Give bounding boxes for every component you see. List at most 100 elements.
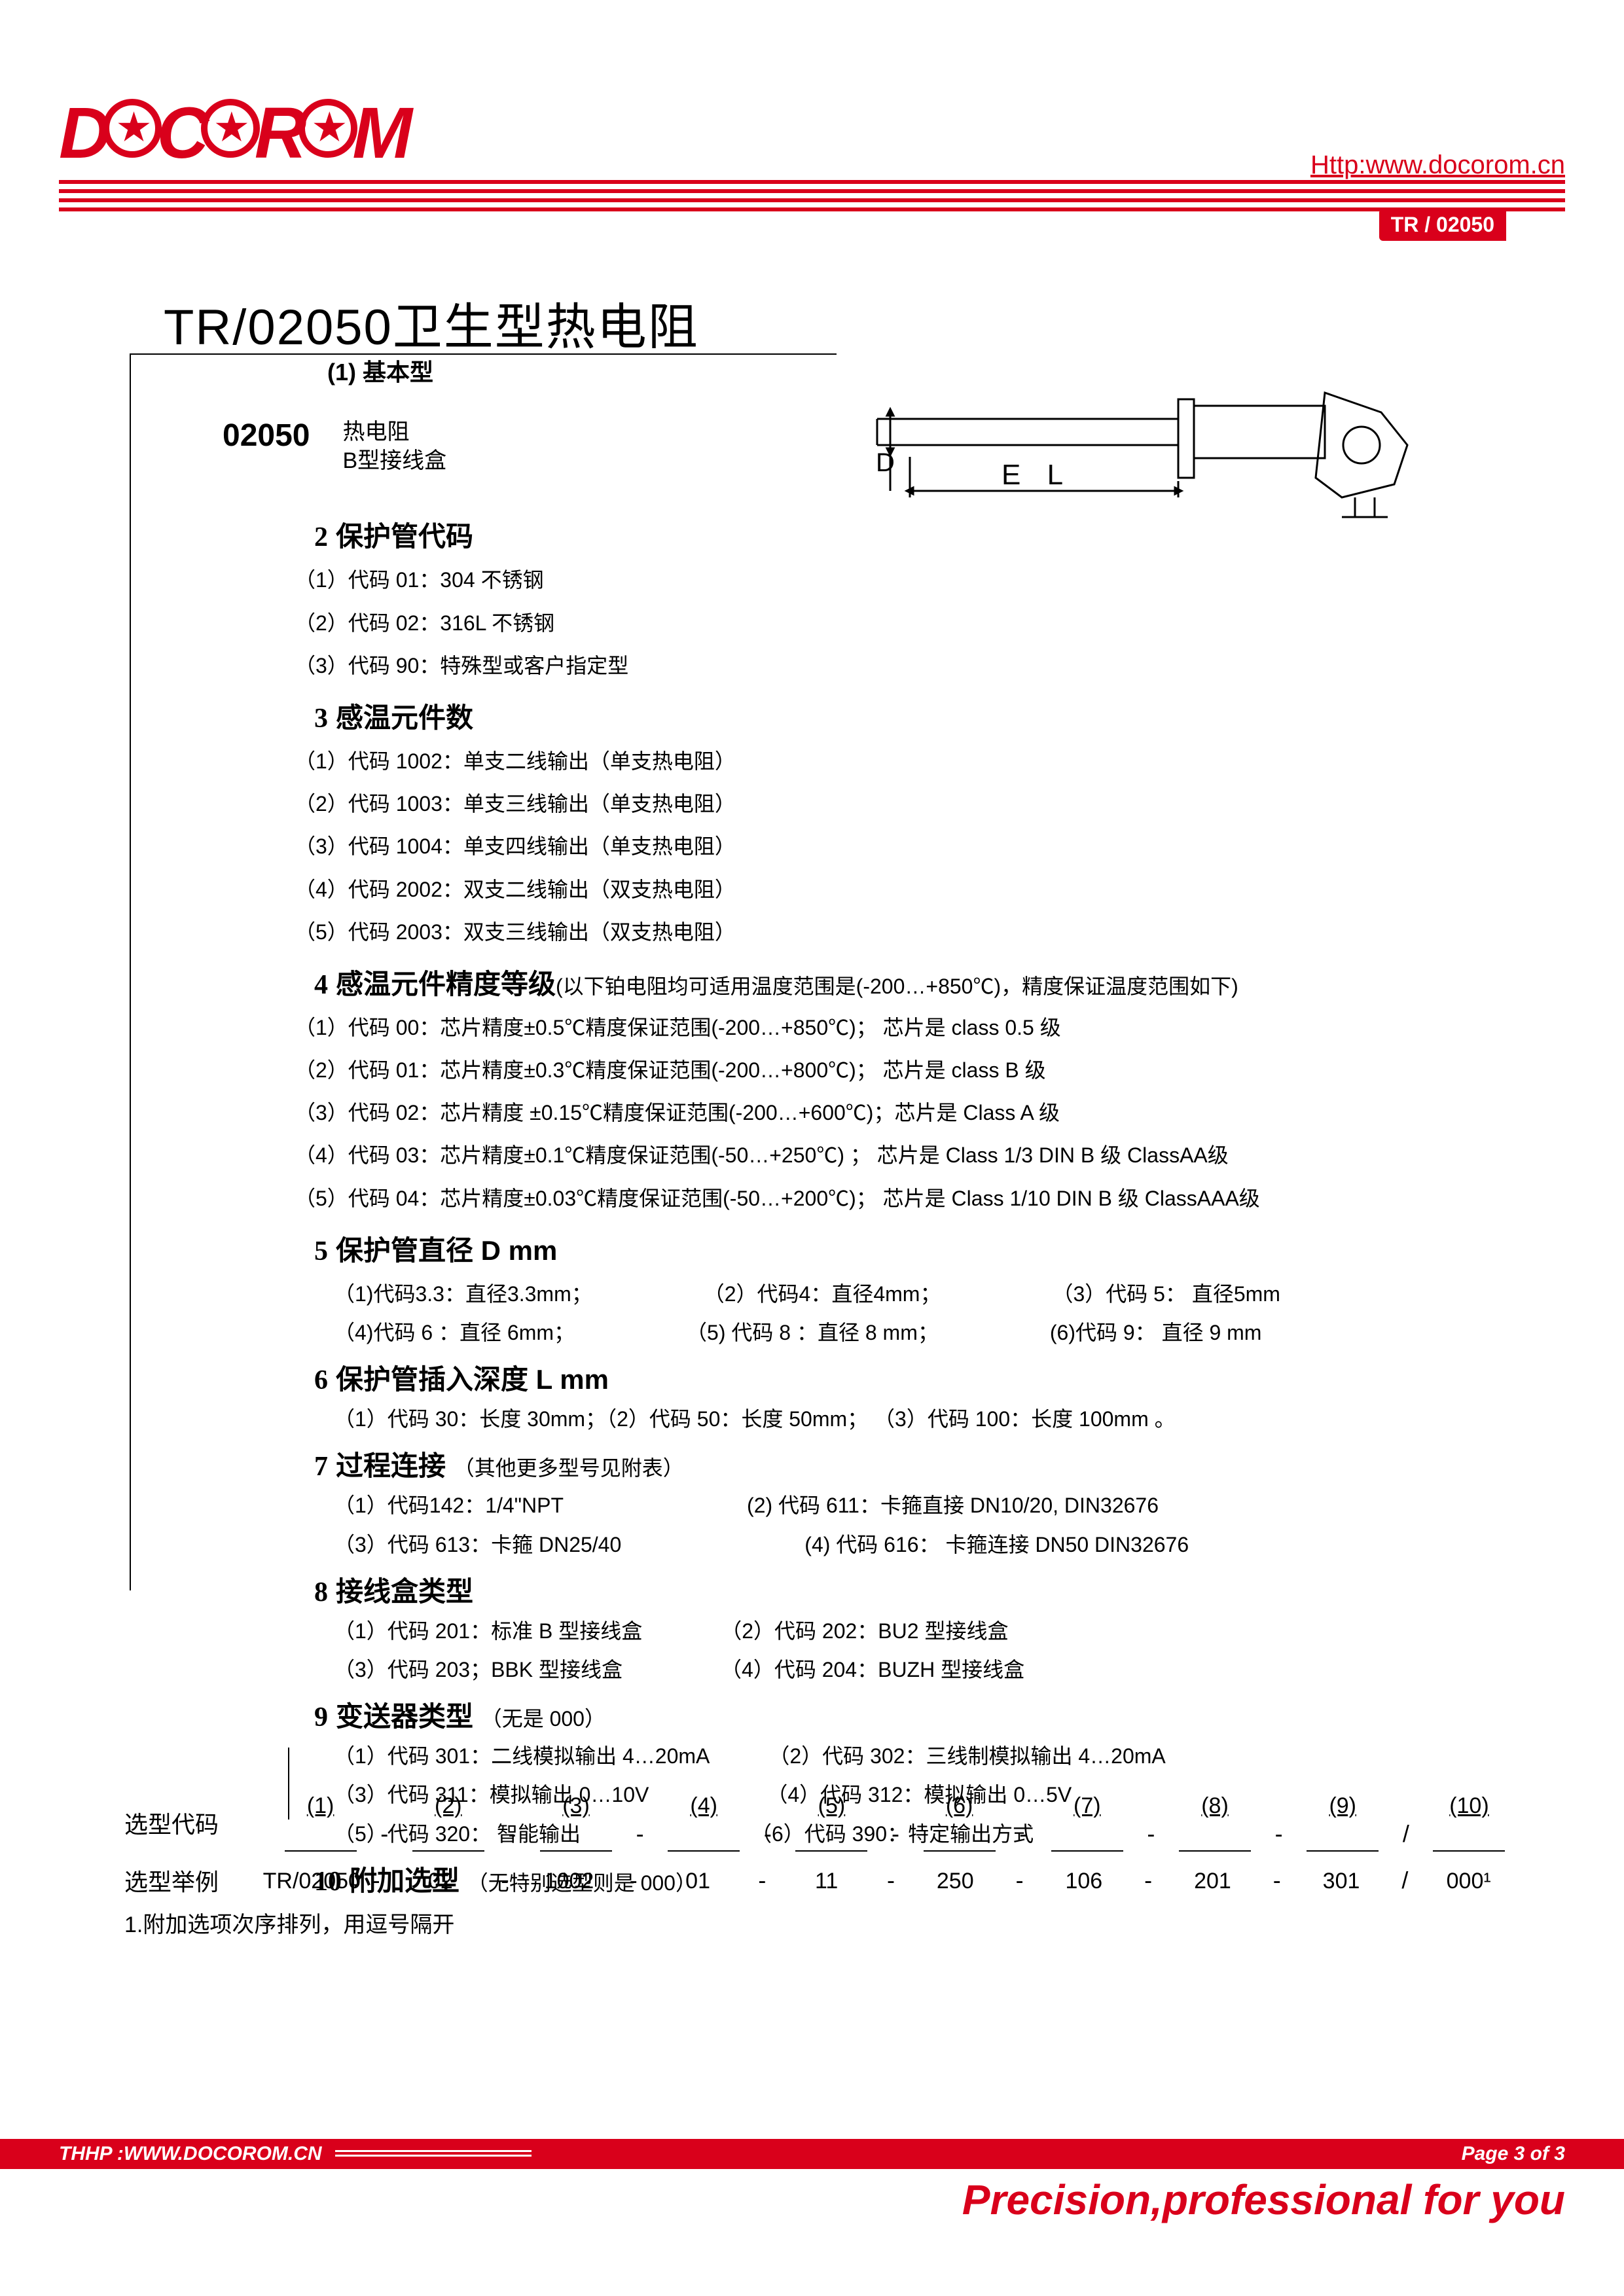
- s3-item: （2）代码 1003：单支三线输出（单支热电阻）: [295, 787, 1512, 821]
- content: (1) 基本型 02050 热电阻 B型接线盒: [137, 353, 1512, 1899]
- s2-item: （3）代码 90：特殊型或客户指定型: [295, 649, 1512, 683]
- sel-ex-seg: -: [1140, 1867, 1156, 1894]
- s4-item: （4）代码 03：芯片精度±0.1℃精度保证范围(-50…+250℃) ； 芯片…: [295, 1139, 1512, 1172]
- s4-item: （2）代码 01：芯片精度±0.3℃精度保证范围(-200…+800℃)； 芯片…: [295, 1054, 1512, 1087]
- header-url: Http:www.docorom.cn: [1310, 151, 1565, 180]
- selection-row-example: 选型举例 TR/02050-02-1002-01-11-250-106-201-…: [124, 1863, 1525, 1897]
- sel-col-box: [668, 1823, 740, 1852]
- s3-item: （1）代码 1002：单支二线输出（单支热电阻）: [295, 745, 1512, 778]
- sel-col: (2): [392, 1793, 504, 1852]
- footer-left: THHP :WWW.DOCOROM.CN: [59, 2143, 532, 2165]
- footer-page: Page 3 of 3: [1462, 2143, 1565, 2165]
- footer-bar: THHP :WWW.DOCOROM.CN Page 3 of 3: [0, 2139, 1624, 2169]
- sel-col-num: (3): [562, 1793, 590, 1819]
- sel-col-num: (4): [690, 1793, 717, 1819]
- sel-ex-seg: 201: [1156, 1869, 1269, 1894]
- s7-title: 7过程连接 （其他更多型号见附表）: [314, 1444, 1512, 1484]
- sel-ex-seg: /: [1398, 1867, 1412, 1894]
- sensor-diagram: D E L: [871, 386, 1414, 530]
- sel-col: (3): [520, 1793, 632, 1852]
- sel-label-ex: 选型举例: [124, 1863, 255, 1897]
- sel-ex-seg: -: [1269, 1867, 1285, 1894]
- sel-col-box: [1433, 1823, 1505, 1852]
- star-icon: [103, 99, 162, 158]
- code-desc-2: B型接线盒: [342, 446, 446, 475]
- sel-ex-seg: -: [497, 1867, 513, 1894]
- sel-col-num: (7): [1074, 1793, 1101, 1819]
- s5-row: （1)代码3.3：直径3.3mm；（2）代码4：直径4mm；（3）代码 5： 直…: [334, 1278, 1512, 1311]
- section-7: 7过程连接 （其他更多型号见附表） （1）代码142：1/4"NPT(2) 代码…: [137, 1444, 1512, 1561]
- section-8: 8接线盒类型 （1）代码 201：标准 B 型接线盒（2）代码 202：BU2 …: [137, 1570, 1512, 1687]
- selection-area: 选型代码 (1)-(2)-(3)-(4)-(5)-(6)-(7)-(8)-(9)…: [124, 1793, 1525, 1939]
- s7-row: （3）代码 613：卡箍 DN25/40(4) 代码 616： 卡箍连接 DN5…: [334, 1528, 1512, 1562]
- s6-title: 6保护管插入深度 L mm: [314, 1357, 1512, 1397]
- logo: DCRM: [59, 92, 410, 175]
- sel-col-box: [795, 1823, 867, 1852]
- s8-row: （1）代码 201：标准 B 型接线盒（2）代码 202：BU2 型接线盒: [334, 1615, 1512, 1648]
- s3-item: （3）代码 1004：单支四线输出（单支热电阻）: [295, 830, 1512, 863]
- sel-col: (5): [776, 1793, 888, 1852]
- code-02050: 02050: [223, 418, 310, 454]
- s9-title: 9变送器类型 （无是 000）: [314, 1695, 1512, 1734]
- code-desc-1: 热电阻: [342, 418, 446, 446]
- section-2: 2保护管代码 （1）代码 01：304 不锈钢 （2）代码 02：316L 不锈…: [137, 514, 1512, 683]
- s9-row: （1）代码 301：二线模拟输出 4…20mA（2）代码 302：三线制模拟输出…: [334, 1740, 1512, 1773]
- star-icon: [298, 99, 357, 158]
- sel-col: (10): [1413, 1793, 1525, 1852]
- dim-el: E L: [1001, 459, 1072, 491]
- s8-row: （3）代码 203；BBK 型接线盒（4）代码 204：BUZH 型接线盒: [334, 1653, 1512, 1687]
- page-title: TR/02050卫生型热电阻: [164, 287, 1565, 359]
- sel-ex-seg: TR/02050: [255, 1869, 369, 1894]
- sel-ex-seg: -: [1012, 1867, 1028, 1894]
- s3-item: （5）代码 2003：双支三线输出（双支热电阻）: [295, 916, 1512, 949]
- sel-col-num: (5): [818, 1793, 846, 1819]
- s6-row: （1）代码 30：长度 30mm；（2）代码 50：长度 50mm； （3）代码…: [334, 1403, 1512, 1436]
- s2-item: （2）代码 02：316L 不锈钢: [295, 607, 1512, 640]
- header: DCRM Http:www.docorom.cn TR / 02050 TR/0…: [0, 0, 1624, 359]
- selection-ex-grid: TR/02050-02-1002-01-11-250-106-201-301/0…: [255, 1867, 1525, 1894]
- section-4: 4感温元件精度等级(以下铂电阻均可适用温度范围是(-200…+850℃)，精度保…: [137, 962, 1512, 1215]
- bracket-line: [130, 353, 131, 1590]
- selection-grid: (1)-(2)-(3)-(4)-(5)-(6)-(7)-(8)-(9)/(10): [264, 1793, 1525, 1852]
- sel-ex-seg: 000¹: [1412, 1869, 1525, 1894]
- sel-col: (8): [1159, 1793, 1271, 1852]
- s4-item: （3）代码 02：芯片精度 ±0.15℃精度保证范围(-200…+600℃)；芯…: [295, 1096, 1512, 1130]
- sel-ex-seg: 01: [641, 1869, 755, 1894]
- sel-col-box: [1179, 1823, 1251, 1852]
- sel-col-box: [412, 1823, 484, 1852]
- sel-dash: -: [888, 1820, 903, 1848]
- header-pill: TR / 02050: [1379, 209, 1506, 241]
- sel-ex-seg: 250: [899, 1869, 1012, 1894]
- s7-row: （1）代码142：1/4"NPT(2) 代码 611：卡箍直接 DN10/20,…: [334, 1489, 1512, 1522]
- sel-ex-seg: -: [369, 1867, 384, 1894]
- s2-item: （1）代码 01：304 不锈钢: [295, 564, 1512, 597]
- sel-col-box: [285, 1823, 357, 1852]
- sel-ex-seg: 02: [384, 1869, 497, 1894]
- sel-ex-seg: 106: [1028, 1869, 1141, 1894]
- sel-col-num: (10): [1449, 1793, 1489, 1819]
- selection-row-code: 选型代码 (1)-(2)-(3)-(4)-(5)-(6)-(7)-(8)-(9)…: [124, 1793, 1525, 1852]
- s4-title: 4感温元件精度等级(以下铂电阻均可适用温度范围是(-200…+850℃)，精度保…: [314, 962, 1512, 1002]
- sel-col: (6): [903, 1793, 1015, 1852]
- sel-ex-seg: -: [626, 1867, 641, 1894]
- sel-bracket-line: [288, 1748, 289, 1820]
- section-5: 5保护管直径 D mm （1)代码3.3：直径3.3mm；（2）代码4：直径4m…: [137, 1229, 1512, 1350]
- footer: THHP :WWW.DOCOROM.CN Page 3 of 3 Precisi…: [0, 2139, 1624, 2224]
- s3-title: 3感温元件数: [314, 696, 1512, 736]
- sel-ex-seg: -: [883, 1867, 899, 1894]
- sel-dash: -: [1015, 1820, 1031, 1848]
- sel-col-num: (6): [946, 1793, 973, 1819]
- footer-stripes: [335, 2150, 532, 2159]
- sel-ex-seg: 301: [1285, 1869, 1398, 1894]
- sel-col: (7): [1031, 1793, 1143, 1852]
- star-icon: [201, 99, 260, 158]
- sel-col: (9): [1287, 1793, 1399, 1852]
- s5-title: 5保护管直径 D mm: [314, 1229, 1512, 1268]
- sel-dash: /: [1399, 1820, 1413, 1848]
- code-desc: 热电阻 B型接线盒: [342, 418, 446, 475]
- section-6: 6保护管插入深度 L mm （1）代码 30：长度 30mm；（2）代码 50：…: [137, 1357, 1512, 1436]
- selection-note: 1.附加选项次序排列，用逗号隔开: [124, 1907, 1525, 1939]
- sel-ex-seg: 11: [770, 1869, 883, 1894]
- s5-row: （4)代码 6 ：直径 6mm；（5) 代码 8 ：直径 8 mm；(6)代码 …: [334, 1316, 1512, 1350]
- s4-item: （5）代码 04：芯片精度±0.03℃精度保证范围(-50…+200℃)； 芯片…: [295, 1182, 1512, 1215]
